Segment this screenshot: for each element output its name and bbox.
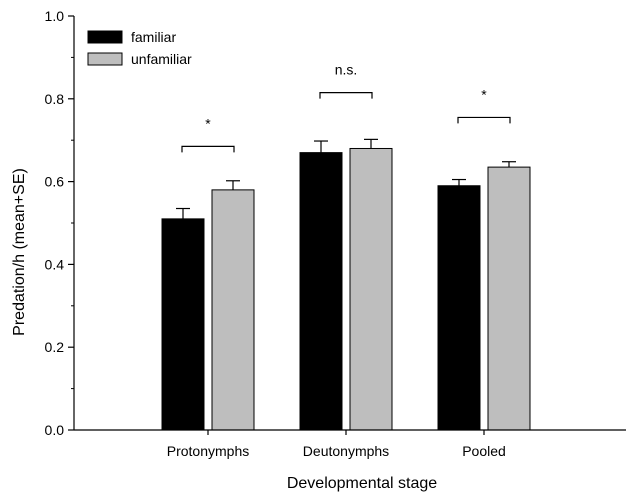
significance-bracket [457,116,511,124]
bar-unfamiliar-protonymphs [211,189,255,431]
bar-unfamiliar-pooled [487,166,531,431]
legend: familiar unfamiliar [87,29,192,67]
legend-label-unfamiliar: unfamiliar [131,51,192,67]
x-axis-title: Developmental stage [287,475,437,492]
x-axis: Protonymphs Deutonymphs Pooled [74,429,626,459]
significance-bracket [319,91,373,99]
bar-unfamiliar-deutonymphs [349,147,393,431]
bar-familiar-protonymphs [161,218,205,431]
y-tick-label: 1.0 [45,8,65,24]
y-tick-label: 0.6 [45,174,65,190]
y-tick-label: 0.4 [45,256,65,272]
x-tick-label: Protonymphs [167,443,249,459]
y-tick-label: 0.2 [45,339,65,355]
significance-label: * [481,86,487,102]
y-tick-label: 0.8 [45,91,65,107]
y-axis-title: Predation/h (mean+SE) [11,168,28,336]
legend-label-familiar: familiar [131,29,176,45]
y-axis: 0.0 0.2 0.4 0.6 0.8 1.0 [45,8,75,438]
y-tick-label: 0.0 [45,422,65,438]
legend-swatch-unfamiliar [87,52,123,66]
significance-label: n.s. [335,62,358,78]
significance-label: * [205,115,211,131]
legend-swatch-familiar [87,30,123,44]
bar-familiar-deutonymphs [299,152,343,431]
x-tick-label: Pooled [462,443,506,459]
bar-familiar-pooled [437,185,481,431]
x-tick-label: Deutonymphs [303,443,389,459]
plot-area: * n.s. * [161,62,531,431]
significance-bracket [181,145,235,153]
